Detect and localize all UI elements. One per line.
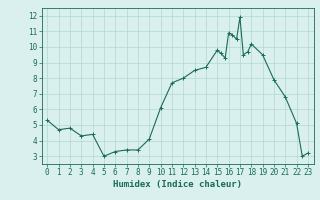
X-axis label: Humidex (Indice chaleur): Humidex (Indice chaleur) xyxy=(113,180,242,189)
